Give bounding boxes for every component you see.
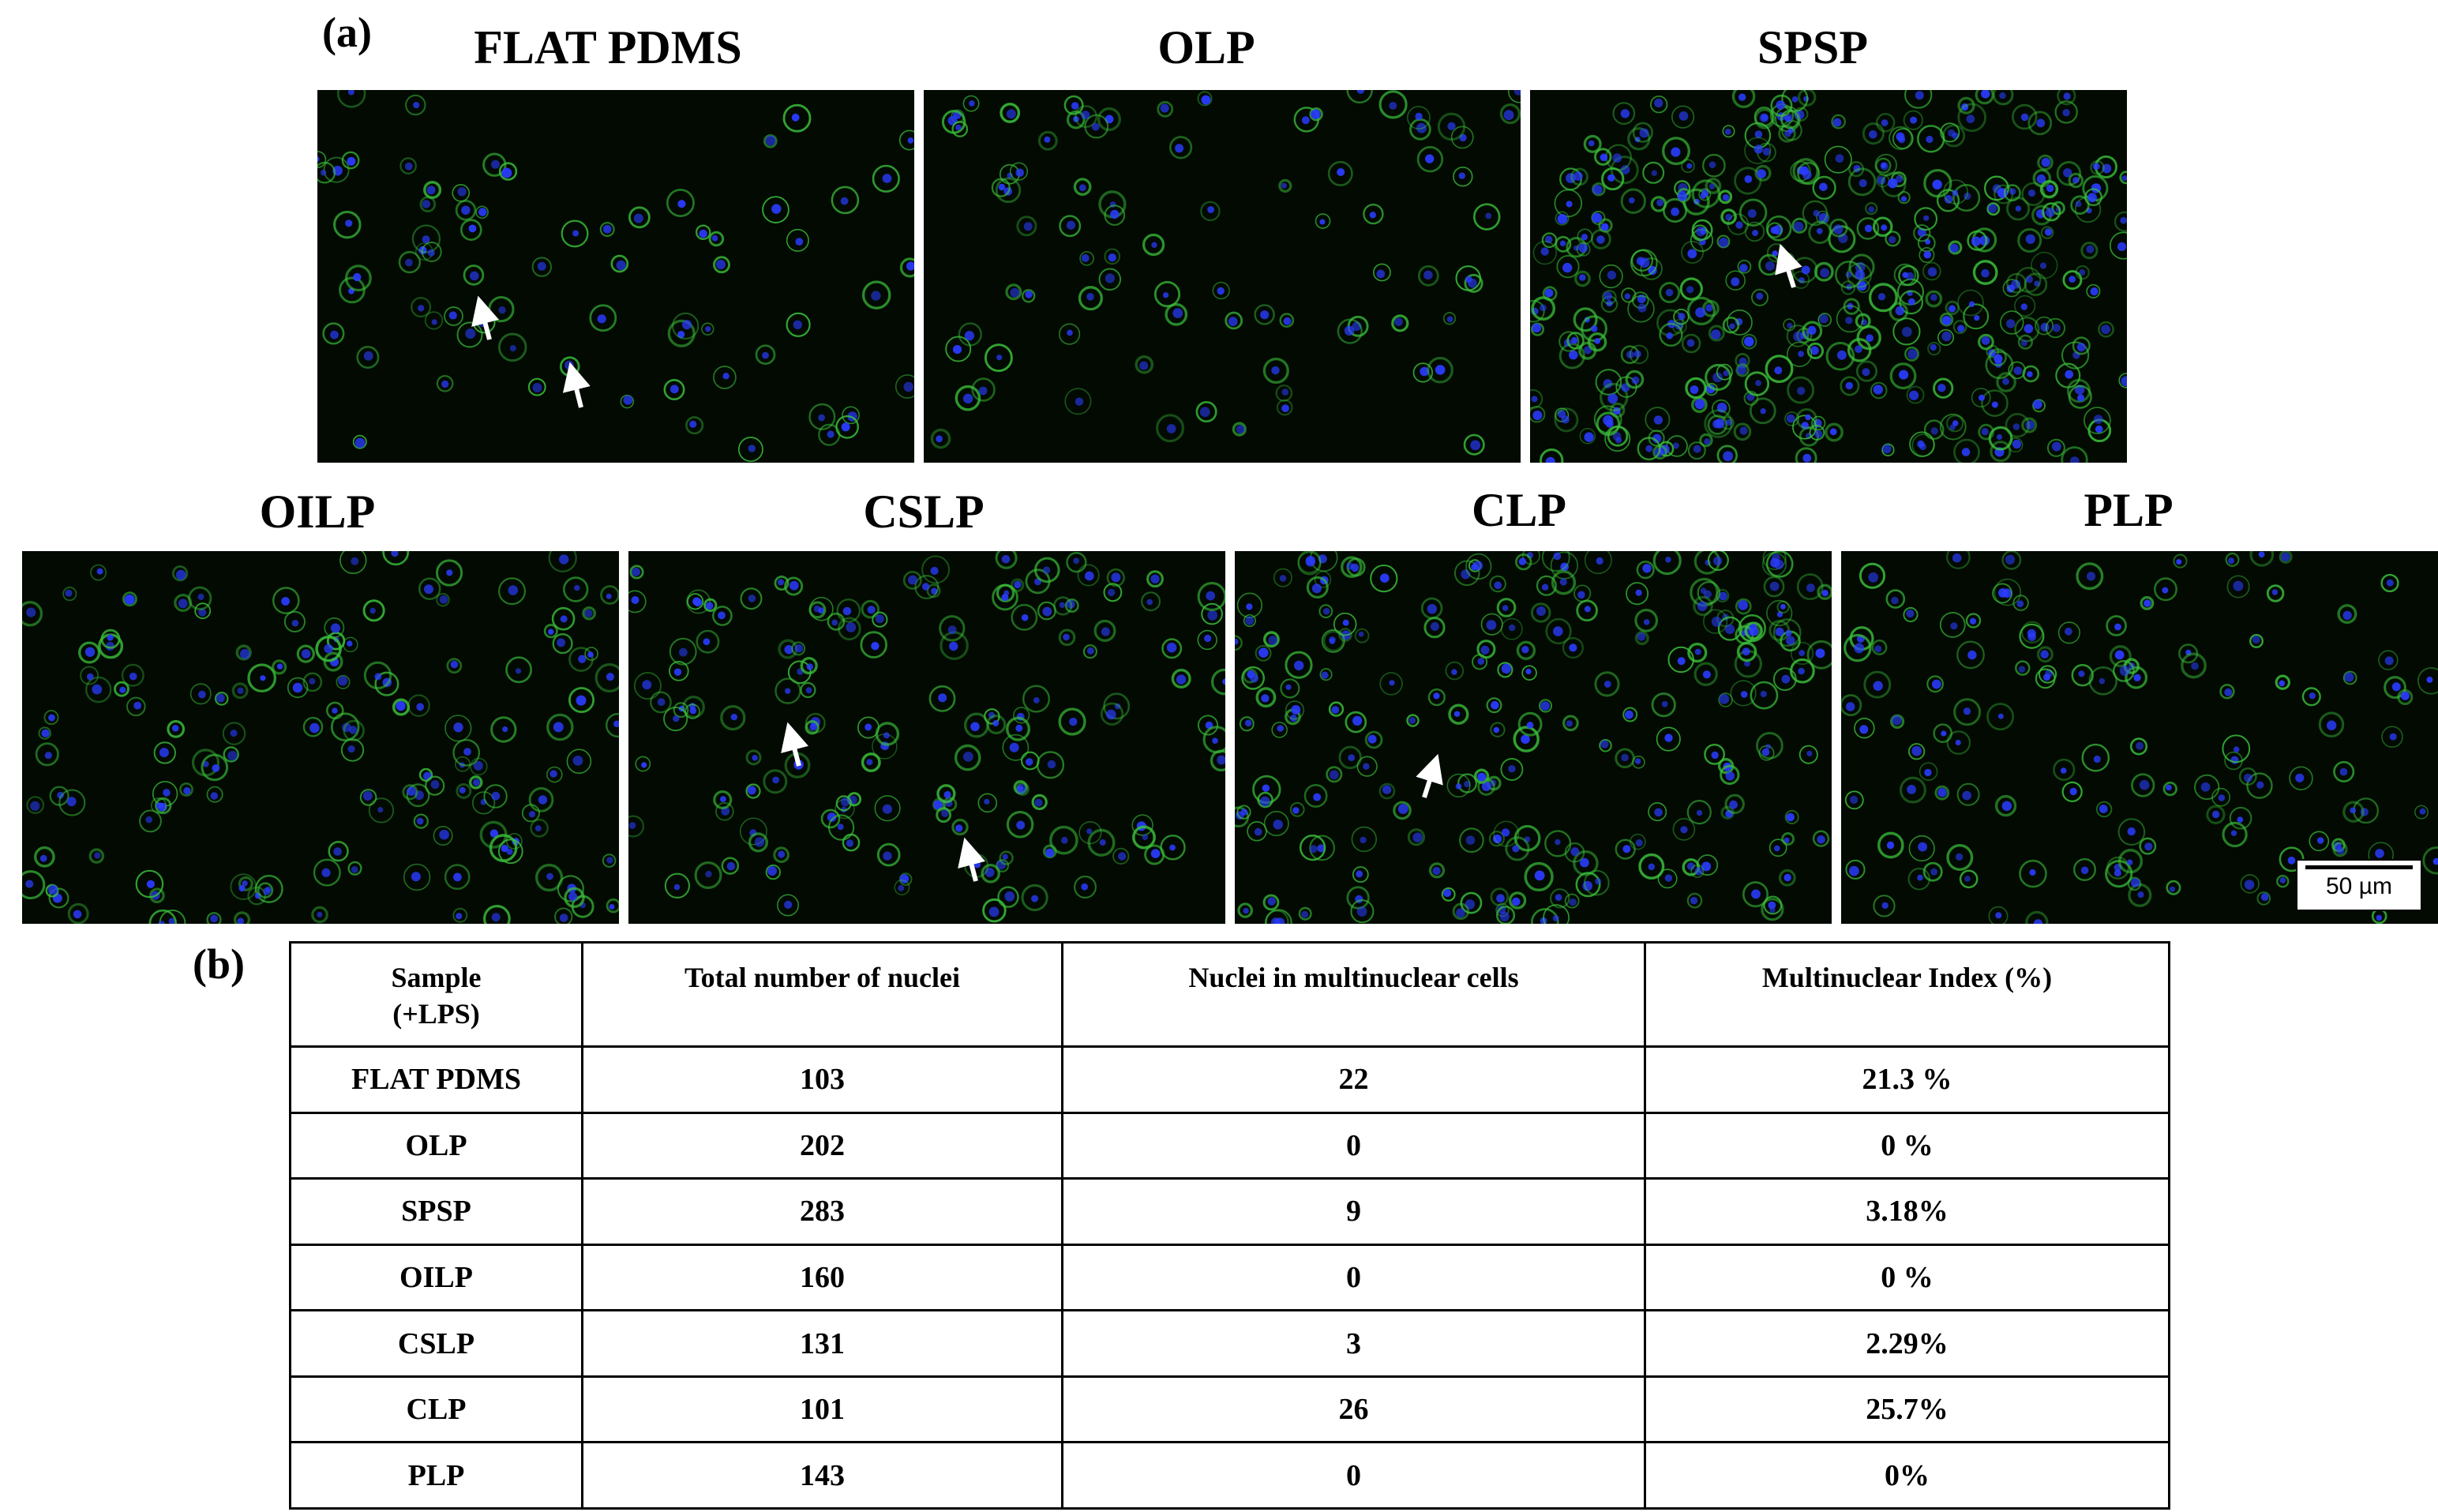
- micrograph-oilp: [22, 551, 619, 924]
- micrograph-plp: 50 µm: [1841, 551, 2438, 924]
- cell-index: 0%: [1644, 1441, 2170, 1510]
- header-nuclei-multinuclear: Nuclei in multinuclear cells: [1061, 941, 1646, 1048]
- table-row: FLAT PDMS 103 22 21.3 %: [289, 1045, 2170, 1114]
- multinuclear-index-table: Sample (+LPS) Total number of nuclei Nuc…: [289, 941, 2170, 1510]
- cell-multinuclear: 0: [1061, 1441, 1646, 1510]
- table-row: CSLP 131 3 2.29%: [289, 1309, 2170, 1378]
- cell-total: 101: [581, 1375, 1063, 1444]
- cell-sample: SPSP: [289, 1177, 583, 1246]
- cell-sample: OLP: [289, 1111, 583, 1180]
- cell-index: 2.29%: [1644, 1309, 2170, 1378]
- scale-bar-label: 50 µm: [2326, 873, 2392, 899]
- micrograph-oilp-image: [22, 551, 619, 924]
- micrograph-clp: [1235, 551, 1832, 924]
- scale-bar: 50 µm: [2296, 859, 2422, 911]
- cell-sample: CLP: [289, 1375, 583, 1444]
- table-row: OILP 160 0 0 %: [289, 1243, 2170, 1312]
- micrograph-spsp-image: [1530, 90, 2127, 463]
- cell-sample: PLP: [289, 1441, 583, 1510]
- image-title-plp: PLP: [2084, 484, 2174, 536]
- image-title-flat-pdms: FLAT PDMS: [474, 21, 742, 73]
- cell-total: 131: [581, 1309, 1063, 1378]
- table-row: CLP 101 26 25.7%: [289, 1375, 2170, 1444]
- image-title-olp: OLP: [1157, 21, 1255, 73]
- cell-total: 103: [581, 1045, 1063, 1114]
- table-row: SPSP 283 9 3.18%: [289, 1177, 2170, 1246]
- cell-multinuclear: 22: [1061, 1045, 1646, 1114]
- cell-index: 3.18%: [1644, 1177, 2170, 1246]
- micrograph-spsp: [1530, 90, 2127, 463]
- header-sample: Sample (+LPS): [289, 941, 583, 1048]
- cell-sample: CSLP: [289, 1309, 583, 1378]
- micrograph-flat-pdms: [317, 90, 914, 463]
- cell-multinuclear: 26: [1061, 1375, 1646, 1444]
- cell-total: 283: [581, 1177, 1063, 1246]
- micrograph-clp-image: [1235, 551, 1832, 924]
- cell-index: 0 %: [1644, 1111, 2170, 1180]
- cell-total: 143: [581, 1441, 1063, 1510]
- cell-multinuclear: 3: [1061, 1309, 1646, 1378]
- scale-bar-line: [2305, 865, 2413, 869]
- micrograph-flat-pdms-image: [317, 90, 914, 463]
- micrograph-olp-image: [924, 90, 1521, 463]
- cell-index: 25.7%: [1644, 1375, 2170, 1444]
- micrograph-cslp-image: [628, 551, 1225, 924]
- micrograph-cslp: [628, 551, 1225, 924]
- cell-multinuclear: 0: [1061, 1111, 1646, 1180]
- image-title-spsp: SPSP: [1757, 21, 1869, 73]
- image-title-cslp: CSLP: [863, 486, 985, 538]
- header-multinuclear-index: Multinuclear Index (%): [1644, 941, 2170, 1048]
- micrograph-olp: [924, 90, 1521, 463]
- cell-index: 21.3 %: [1644, 1045, 2170, 1114]
- cell-index: 0 %: [1644, 1243, 2170, 1312]
- table-header-row: Sample (+LPS) Total number of nuclei Nuc…: [289, 941, 2170, 1048]
- table-row: OLP 202 0 0 %: [289, 1111, 2170, 1180]
- header-total-nuclei: Total number of nuclei: [581, 941, 1063, 1048]
- table-row: PLP 143 0 0%: [289, 1441, 2170, 1510]
- cell-total: 160: [581, 1243, 1063, 1312]
- cell-multinuclear: 9: [1061, 1177, 1646, 1246]
- cell-total: 202: [581, 1111, 1063, 1180]
- image-title-oilp: OILP: [259, 486, 376, 538]
- panel-a-label: (a): [322, 9, 372, 56]
- image-title-clp: CLP: [1472, 484, 1566, 536]
- cell-sample: FLAT PDMS: [289, 1045, 583, 1114]
- cell-sample: OILP: [289, 1243, 583, 1312]
- panel-b-label: (b): [193, 940, 245, 988]
- cell-multinuclear: 0: [1061, 1243, 1646, 1312]
